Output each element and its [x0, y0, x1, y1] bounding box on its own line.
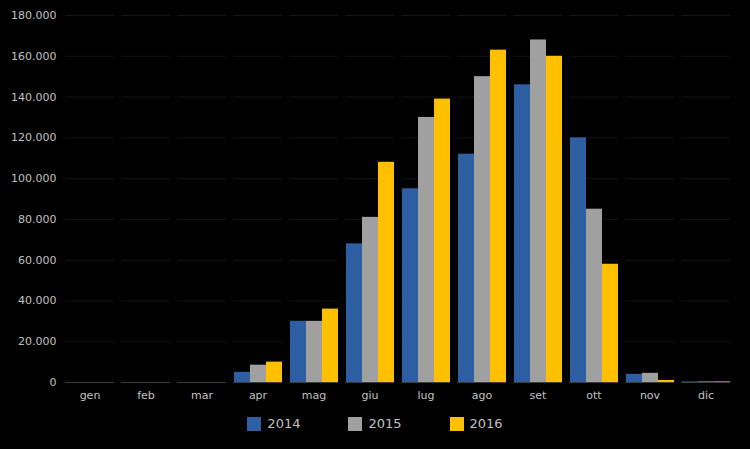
svg-text:mag: mag: [302, 389, 326, 402]
svg-text:ott: ott: [586, 389, 602, 402]
html-text:2014: 2014: [267, 416, 301, 431]
svg-text:140.000: 140.000: [11, 91, 57, 104]
svg-text:set: set: [530, 389, 547, 402]
svg-text:ago: ago: [472, 389, 493, 402]
html-text:2016: 2016: [469, 416, 503, 431]
svg-text:lug: lug: [417, 389, 434, 402]
svg-text:dic: dic: [698, 389, 714, 402]
svg-text:160.000: 160.000: [11, 50, 57, 63]
svg-text:gen: gen: [80, 389, 101, 402]
svg-text:20.000: 20.000: [18, 335, 57, 348]
svg-text:0: 0: [50, 376, 57, 389]
html-text:2015: 2015: [368, 416, 402, 431]
svg-text:60.000: 60.000: [18, 254, 57, 267]
svg-text:apr: apr: [249, 389, 268, 402]
svg-text:giu: giu: [361, 389, 378, 402]
svg-text:feb: feb: [137, 389, 155, 402]
svg-text:mar: mar: [191, 389, 213, 402]
svg-text:180.000: 180.000: [11, 9, 57, 22]
svg-text:nov: nov: [640, 389, 661, 402]
svg-text:40.000: 40.000: [18, 294, 57, 307]
svg-text:100.000: 100.000: [11, 172, 57, 185]
svg-text:120.000: 120.000: [11, 131, 57, 144]
svg-text:80.000: 80.000: [18, 213, 57, 226]
